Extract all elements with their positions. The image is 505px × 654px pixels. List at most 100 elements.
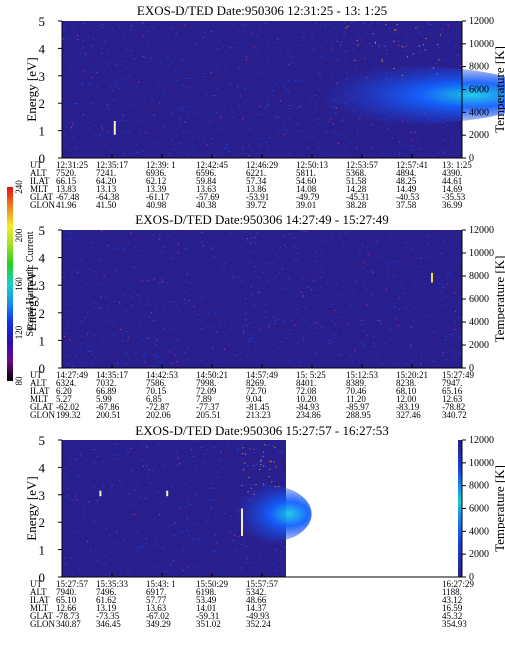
noise-pixel [254, 237, 256, 238]
noise-pixel [112, 151, 115, 153]
noise-pixel [125, 485, 128, 487]
noise-pixel [168, 88, 171, 90]
noise-pixel [331, 303, 334, 305]
noise-pixel [217, 570, 220, 572]
noise-pixel [454, 292, 456, 294]
energy-tick-label: 4 [39, 41, 46, 56]
noise-pixel [384, 21, 387, 22]
noise-pixel [367, 254, 369, 256]
noise-pixel [260, 54, 263, 55]
noise-pixel [306, 246, 309, 248]
noise-pixel [93, 62, 96, 63]
noise-pixel [383, 152, 386, 154]
noise-pixel [192, 149, 195, 151]
noise-pixel [153, 133, 156, 135]
noise-pixel [292, 152, 295, 154]
noise-pixel [142, 485, 144, 487]
noise-pixel [90, 362, 93, 364]
noise-pixel [452, 135, 455, 137]
noise-pixel [278, 450, 281, 452]
noise-pixel [112, 324, 115, 326]
noise-pixel [211, 336, 214, 337]
ephemeris-cell: 205.51 [196, 410, 221, 420]
noise-pixel [192, 125, 195, 127]
noise-pixel [330, 341, 333, 343]
noise-pixel [444, 256, 447, 258]
noise-pixel [225, 468, 228, 470]
noise-pixel [272, 317, 275, 319]
heated-particle-dot [274, 486, 276, 488]
noise-pixel [218, 342, 221, 344]
noise-pixel [326, 41, 329, 43]
noise-pixel [459, 64, 461, 66]
noise-pixel [190, 460, 193, 462]
noise-pixel [91, 248, 94, 250]
noise-pixel [295, 269, 298, 271]
noise-pixel [426, 129, 429, 130]
noise-pixel [92, 302, 95, 304]
noise-pixel [270, 106, 273, 108]
noise-pixel [402, 293, 405, 294]
noise-pixel [233, 539, 236, 541]
noise-pixel [145, 56, 147, 58]
noise-pixel [293, 319, 296, 321]
noise-pixel [161, 539, 164, 540]
noise-pixel [340, 33, 343, 34]
noise-pixel [436, 141, 439, 143]
ephemeris-cell: -61.17 [146, 192, 170, 202]
noise-pixel [427, 38, 430, 40]
noise-pixel [196, 317, 199, 319]
noise-pixel [392, 275, 395, 277]
noise-pixel [404, 25, 407, 27]
noise-pixel [90, 550, 92, 552]
noise-pixel [145, 458, 148, 460]
noise-pixel [212, 125, 215, 127]
noise-pixel [249, 463, 252, 465]
noise-pixel [204, 302, 207, 304]
ephemeris-cell: 346.45 [96, 619, 121, 629]
noise-pixel [266, 100, 269, 102]
noise-pixel [174, 450, 177, 452]
noise-pixel [295, 309, 298, 310]
noise-pixel [307, 305, 310, 307]
noise-pixel [126, 49, 129, 51]
noise-pixel [382, 141, 385, 143]
noise-pixel [172, 110, 175, 112]
noise-pixel [388, 28, 391, 30]
noise-pixel [372, 262, 375, 264]
noise-pixel [190, 326, 193, 328]
noise-pixel [152, 105, 155, 107]
noise-pixel [212, 308, 215, 310]
noise-pixel [122, 114, 124, 116]
noise-pixel [256, 248, 258, 250]
noise-pixel [80, 453, 82, 455]
noise-pixel [409, 338, 412, 340]
noise-pixel [443, 139, 446, 141]
noise-pixel [145, 106, 147, 108]
noise-pixel [443, 152, 445, 154]
noise-pixel [118, 76, 121, 78]
noise-pixel [93, 306, 96, 308]
noise-pixel [404, 315, 407, 317]
noise-pixel [397, 325, 399, 327]
noise-pixel [223, 550, 226, 552]
noise-pixel [217, 66, 220, 68]
noise-pixel [149, 482, 152, 484]
noise-pixel [370, 21, 373, 23]
noise-pixel [206, 138, 209, 140]
noise-pixel [148, 337, 151, 339]
energy-tick-label: 4 [39, 460, 46, 475]
noise-pixel [278, 129, 281, 131]
noise-pixel [441, 354, 444, 356]
noise-pixel [221, 466, 224, 468]
noise-pixel [321, 261, 324, 263]
heated-particle-dot [242, 447, 244, 449]
noise-pixel [185, 78, 188, 80]
noise-pixel [246, 458, 248, 460]
noise-pixel [207, 65, 210, 67]
noise-pixel [436, 315, 439, 317]
heated-particle-dot [396, 24, 398, 26]
noise-pixel [417, 344, 420, 346]
noise-pixel [162, 93, 165, 95]
noise-pixel [353, 289, 356, 291]
